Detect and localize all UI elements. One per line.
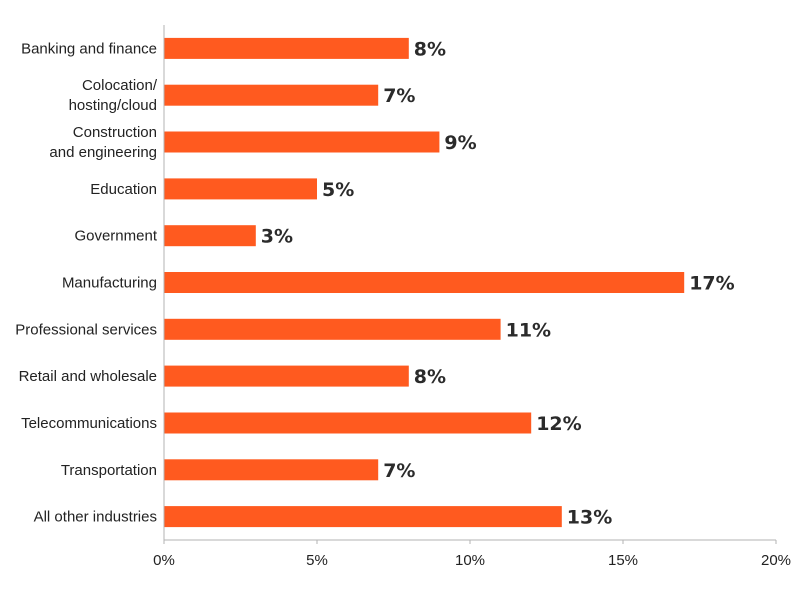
category-label-8: Retail and wholesale xyxy=(19,368,157,385)
x-tick-label-1: 0% xyxy=(153,552,175,569)
bar-8 xyxy=(164,365,409,387)
category-label-3: Construction and engineering xyxy=(49,124,157,161)
labels-layer: 8% Banking and finance 7% Colocation/hostin… xyxy=(15,38,734,528)
value-label-9: 12% xyxy=(536,413,581,435)
x-tick-label-2: 5% xyxy=(306,552,328,569)
category-label-4: Education xyxy=(90,181,157,198)
value-label-6: 17% xyxy=(689,273,734,295)
value-label-5: 3% xyxy=(261,226,293,248)
value-label-4: 5% xyxy=(322,179,354,201)
value-label-3: 9% xyxy=(444,132,476,154)
bar-2 xyxy=(164,84,379,106)
category-label-6: Manufacturing xyxy=(62,275,157,292)
value-label-7: 11% xyxy=(506,319,551,341)
value-label-8: 8% xyxy=(414,366,446,388)
bar-6 xyxy=(164,272,685,293)
bar-5 xyxy=(164,225,256,247)
category-label-1: Banking and finance xyxy=(21,40,157,57)
axis-layer: 0% 5% 10% 15% 20% xyxy=(153,25,791,569)
bars-layer xyxy=(164,37,685,528)
category-label-2: Colocation/hosting/cloud xyxy=(69,77,158,114)
category-label-7: Professional services xyxy=(15,321,157,338)
bar-1 xyxy=(164,37,409,59)
bar-7 xyxy=(164,318,501,340)
value-label-11: 13% xyxy=(567,507,612,529)
x-tick-label-4: 15% xyxy=(608,552,638,569)
bar-3 xyxy=(164,131,440,153)
x-tick-label-5: 20% xyxy=(761,552,791,569)
bar-9 xyxy=(164,412,532,434)
x-tick-label-3: 10% xyxy=(455,552,485,569)
value-label-2: 7% xyxy=(383,85,415,107)
category-label-9: Telecommunications xyxy=(21,415,157,432)
bar-4 xyxy=(164,178,317,200)
value-label-10: 7% xyxy=(383,460,415,482)
category-label-11: All other industries xyxy=(34,509,157,526)
value-label-1: 8% xyxy=(414,38,446,60)
category-label-10: Transportation xyxy=(61,462,157,479)
bar-10 xyxy=(164,459,379,481)
bar-11 xyxy=(164,506,562,528)
category-label-5: Government xyxy=(74,228,157,245)
